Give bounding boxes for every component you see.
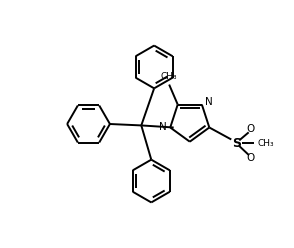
Text: O: O [247, 153, 255, 163]
Text: N: N [205, 97, 213, 107]
Text: S: S [232, 137, 241, 150]
Text: O: O [247, 124, 255, 134]
Text: CH₃: CH₃ [257, 139, 274, 148]
Text: CH₃: CH₃ [161, 72, 178, 81]
Text: N: N [159, 123, 166, 132]
